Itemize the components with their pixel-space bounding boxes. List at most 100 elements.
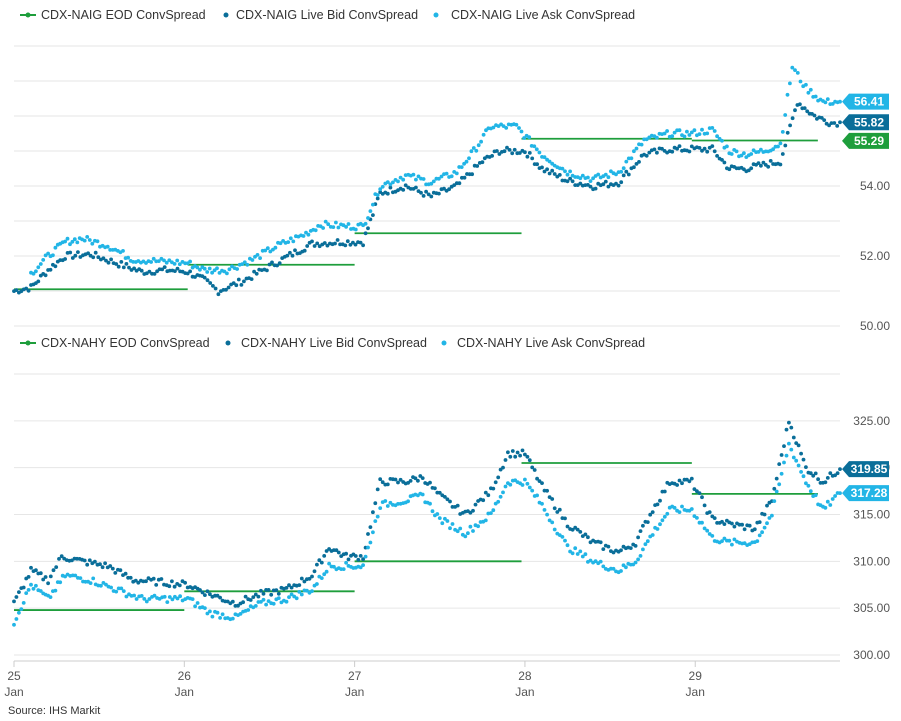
data-point xyxy=(333,241,337,246)
data-point xyxy=(68,250,73,255)
data-point xyxy=(167,584,172,589)
data-point xyxy=(648,512,653,517)
data-point xyxy=(152,593,157,598)
data-point xyxy=(680,481,684,486)
data-point xyxy=(583,532,588,537)
data-point xyxy=(445,519,450,523)
data-point xyxy=(326,222,331,227)
data-point xyxy=(598,559,603,564)
data-point xyxy=(419,190,423,195)
data-point xyxy=(361,557,365,561)
data-point xyxy=(629,156,634,161)
data-point xyxy=(156,259,161,263)
data-point xyxy=(540,481,544,485)
data-point xyxy=(444,171,449,176)
data-point xyxy=(525,454,530,459)
data-point xyxy=(198,588,202,592)
data-point xyxy=(689,144,694,149)
data-point xyxy=(502,149,507,154)
data-point xyxy=(687,149,692,154)
legend-item-ig-ask[interactable]: CDX-NAIG Live Ask ConvSpread xyxy=(433,8,636,22)
data-point xyxy=(264,602,268,607)
data-point xyxy=(823,480,828,485)
data-point xyxy=(110,566,115,571)
data-point xyxy=(778,162,783,167)
data-point xyxy=(720,158,724,162)
data-point xyxy=(53,245,58,250)
data-point xyxy=(784,453,789,458)
data-point xyxy=(126,255,130,260)
flag-shape xyxy=(842,132,889,149)
data-point xyxy=(41,258,46,262)
data-point xyxy=(63,257,67,261)
data-point xyxy=(687,133,692,137)
y-tick-label: 50.00 xyxy=(860,319,890,333)
legend-item-hy-ask[interactable]: CDX-NAHY Live Ask ConvSpread xyxy=(441,336,646,350)
legend-item-ig-eod[interactable]: CDX-NAIG EOD ConvSpread xyxy=(20,8,206,22)
data-point xyxy=(650,533,655,537)
data-point xyxy=(798,102,802,107)
data-point xyxy=(467,156,471,161)
data-point xyxy=(93,250,98,255)
data-point xyxy=(793,108,797,113)
data-point xyxy=(119,260,124,264)
data-point xyxy=(633,560,638,565)
y-tick-label: 310.00 xyxy=(853,554,890,568)
y-tick-label: 315.00 xyxy=(853,508,890,522)
data-point xyxy=(375,196,380,201)
data-point xyxy=(99,583,103,588)
data-point xyxy=(799,451,803,456)
data-point xyxy=(468,524,473,529)
data-point xyxy=(373,519,378,523)
data-point xyxy=(208,281,213,285)
data-point xyxy=(325,243,330,248)
flag-value: 55.29 xyxy=(854,134,884,148)
data-point xyxy=(324,569,329,574)
data-point xyxy=(378,477,383,482)
legend-marker-ask xyxy=(433,12,439,18)
data-point xyxy=(514,122,519,127)
data-point xyxy=(636,557,640,562)
data-point xyxy=(420,492,425,497)
data-point xyxy=(48,574,53,579)
data-point xyxy=(519,129,524,134)
data-point xyxy=(319,576,324,580)
data-point xyxy=(202,266,207,271)
data-point xyxy=(312,569,317,574)
data-point xyxy=(346,222,351,226)
data-point xyxy=(251,595,256,599)
data-point xyxy=(707,532,712,536)
data-point xyxy=(697,132,702,137)
data-point xyxy=(715,134,719,139)
data-point xyxy=(823,100,828,105)
data-point xyxy=(550,520,555,525)
legend-item-hy-bid[interactable]: CDX-NAHY Live Bid ConvSpread xyxy=(225,336,428,350)
data-point xyxy=(205,611,210,616)
data-point xyxy=(76,250,80,255)
data-point xyxy=(624,159,629,164)
legend-label: CDX-NAHY Live Bid ConvSpread xyxy=(241,336,427,350)
data-point xyxy=(252,269,256,274)
data-point xyxy=(426,192,431,197)
data-point xyxy=(626,172,631,177)
legend-item-hy-eod[interactable]: CDX-NAHY EOD ConvSpread xyxy=(20,336,210,350)
data-point xyxy=(682,134,687,139)
flag-shape xyxy=(842,93,889,110)
data-point xyxy=(147,597,152,601)
data-point xyxy=(439,174,444,179)
data-point xyxy=(788,123,792,128)
data-point xyxy=(555,510,560,514)
data-point xyxy=(109,257,113,262)
data-point xyxy=(114,262,119,266)
data-point xyxy=(636,535,640,540)
data-point xyxy=(63,239,67,244)
data-point xyxy=(447,187,451,192)
data-point xyxy=(508,482,513,487)
legend-item-ig-bid[interactable]: CDX-NAIG Live Bid ConvSpread xyxy=(223,8,419,22)
data-point xyxy=(167,595,172,599)
data-point xyxy=(697,146,702,150)
data-point xyxy=(437,516,442,520)
data-point xyxy=(778,141,783,146)
data-point xyxy=(832,121,837,125)
data-point xyxy=(545,512,549,517)
